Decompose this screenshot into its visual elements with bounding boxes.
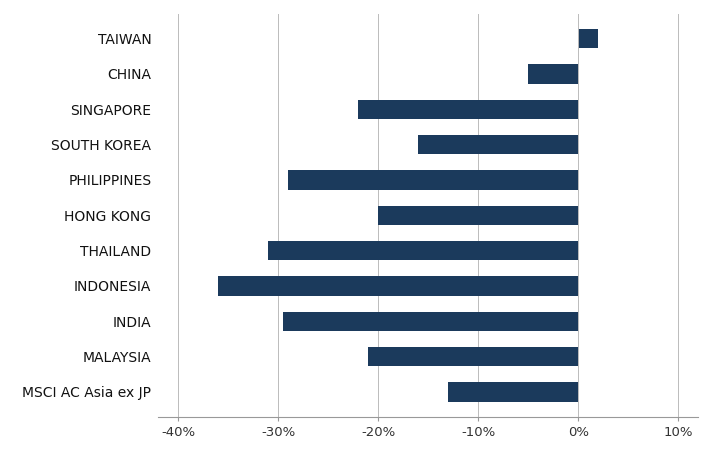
Bar <box>379 206 578 225</box>
Bar <box>449 382 578 402</box>
Bar <box>528 64 578 84</box>
Bar <box>359 100 578 119</box>
Bar <box>218 276 578 296</box>
Bar <box>369 347 578 366</box>
Bar <box>284 312 578 331</box>
Bar <box>269 241 578 260</box>
Bar <box>418 135 578 154</box>
Bar <box>578 29 598 48</box>
Bar <box>289 170 578 190</box>
